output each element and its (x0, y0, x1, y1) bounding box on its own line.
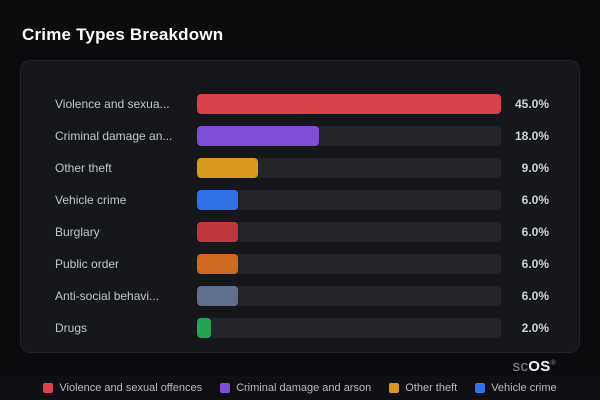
bar-value: 6.0% (521, 193, 549, 207)
bar-value: 6.0% (521, 225, 549, 239)
bar[interactable] (197, 286, 238, 306)
chart-legend: Violence and sexual offences Criminal dam… (0, 375, 600, 400)
bar-row: Violence and sexua... 45.0% (55, 94, 549, 114)
bar-label: Drugs (55, 321, 88, 335)
bar-value: 2.0% (521, 321, 549, 335)
bar-track (197, 222, 501, 242)
bar-label: Anti-social behavi... (55, 289, 160, 303)
legend-item[interactable]: Violence and sexual offences (43, 382, 202, 394)
bar-label: Violence and sexua... (55, 97, 170, 111)
bar[interactable] (197, 126, 319, 146)
bar-track (197, 190, 501, 210)
bar-label: Criminal damage an... (55, 129, 173, 143)
bar-chart: Violence and sexua... 45.0% Criminal damag… (55, 94, 549, 338)
bar-value: 6.0% (521, 289, 549, 303)
bar-track (197, 94, 501, 114)
bar-label: Other theft (55, 161, 112, 175)
chart-card: Violence and sexua... 45.0% Criminal damag… (20, 60, 580, 353)
registered-mark: ® (550, 360, 556, 367)
legend-label: Other theft (405, 381, 458, 394)
bar[interactable] (197, 158, 258, 178)
legend-item[interactable]: Other theft (389, 382, 457, 394)
bar[interactable] (197, 222, 238, 242)
watermark-logo: scOS® (513, 358, 556, 375)
legend-label: Violence and sexual offences (59, 381, 203, 394)
bar-track (197, 318, 501, 338)
legend-label: Criminal damage and arson (236, 381, 372, 394)
bar[interactable] (197, 94, 501, 114)
page-title: Crime Types Breakdown (22, 25, 224, 44)
bar-row: Anti-social behavi... 6.0% (55, 286, 549, 306)
bar-track (197, 286, 501, 306)
legend-item[interactable]: Vehicle crime (475, 381, 557, 394)
legend-swatch (220, 382, 231, 393)
legend-item[interactable]: Criminal damage and arson (220, 382, 371, 394)
bar-row: Public order 6.0% (55, 254, 549, 274)
bar[interactable] (197, 318, 211, 338)
bar-value: 18.0% (514, 129, 549, 143)
legend-swatch (475, 382, 486, 393)
bar-row: Burglary 6.0% (55, 222, 549, 242)
bar-row: Other theft 9.0% (55, 158, 549, 178)
bar-value: 6.0% (521, 257, 549, 271)
bar-track (197, 158, 501, 178)
bar-row: Drugs 2.0% (55, 318, 549, 338)
legend-swatch (43, 382, 54, 393)
bar-track (197, 254, 501, 274)
bar-track (197, 126, 501, 146)
bar-label: Vehicle crime (55, 193, 127, 207)
bar[interactable] (197, 254, 238, 274)
watermark-prefix: sc (512, 358, 529, 375)
bar[interactable] (197, 190, 238, 210)
legend-swatch (389, 382, 400, 393)
watermark-suffix: OS (528, 358, 551, 375)
bar-row: Criminal damage an... 18.0% (55, 126, 549, 146)
bar-value: 9.0% (521, 161, 549, 175)
bar-label: Burglary (55, 225, 100, 239)
legend-label: Vehicle crime (491, 381, 557, 394)
bar-row: Vehicle crime 6.0% (55, 190, 549, 210)
bar-value: 45.0% (514, 97, 549, 111)
bar-label: Public order (55, 257, 120, 271)
